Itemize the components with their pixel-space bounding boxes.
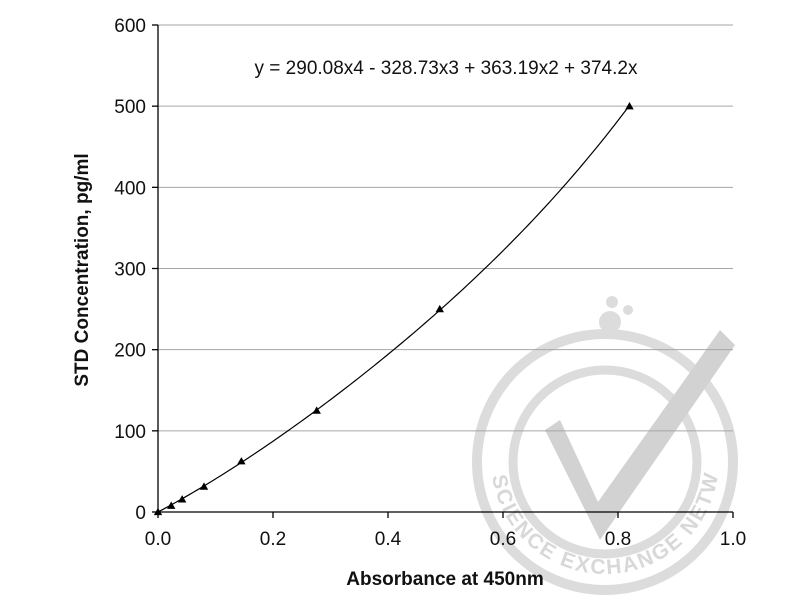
x-tick-label-0.8: 0.8 [605, 529, 631, 550]
x-tick-label-0.4: 0.4 [375, 529, 402, 550]
data-point-0-3 [199, 482, 209, 490]
x-tick-label-0.2: 0.2 [260, 529, 286, 550]
x-axis-ticks: 0.0 0.2 0.4 0.6 0.8 1.0 [145, 512, 746, 550]
x-tick-label-1.0: 1.0 [720, 529, 746, 550]
watermark-ring [472, 329, 738, 595]
watermark-inner-ring [508, 365, 702, 559]
x-tick-label-0.6: 0.6 [490, 529, 516, 550]
data-point-0-2 [177, 495, 187, 503]
y-axis-ticks: 0 100 200 300 400 500 600 [114, 16, 158, 524]
data-point-0-7 [625, 101, 634, 110]
y-axis-title: STD Concentration, pg/ml [72, 153, 93, 386]
y-tick-label-0: 0 [135, 503, 146, 524]
watermark-logo: THE SCIENCE EXCHANGE NETWORK [0, 0, 738, 595]
y-tick-label-600: 600 [114, 16, 146, 37]
y-tick-label-400: 400 [114, 178, 146, 199]
trendline-curve [157, 105, 630, 513]
y-tick-label-500: 500 [114, 97, 146, 118]
y-tick-label-200: 200 [114, 341, 146, 362]
gridlines [158, 24, 733, 432]
data-point-0-5 [312, 406, 321, 414]
x-axis-title: Absorbance at 450nm [346, 569, 543, 590]
x-tick-label-0.0: 0.0 [145, 529, 171, 550]
trendline-equation: y = 290.08x4 - 328.73x3 + 363.19x2 + 374… [255, 58, 638, 79]
data-point-0-4 [237, 457, 246, 465]
watermark-checkmark-icon [545, 330, 735, 540]
watermark-dot-small [606, 296, 618, 308]
watermark-dot-large [599, 311, 621, 333]
watermark-dot-tiny [623, 305, 633, 315]
data-point-0-6 [435, 304, 444, 313]
data-point-0-0 [153, 507, 163, 516]
data-point-0-1 [167, 501, 176, 509]
data-points [153, 101, 634, 516]
y-tick-label-300: 300 [114, 260, 146, 281]
y-tick-label-100: 100 [114, 422, 146, 443]
